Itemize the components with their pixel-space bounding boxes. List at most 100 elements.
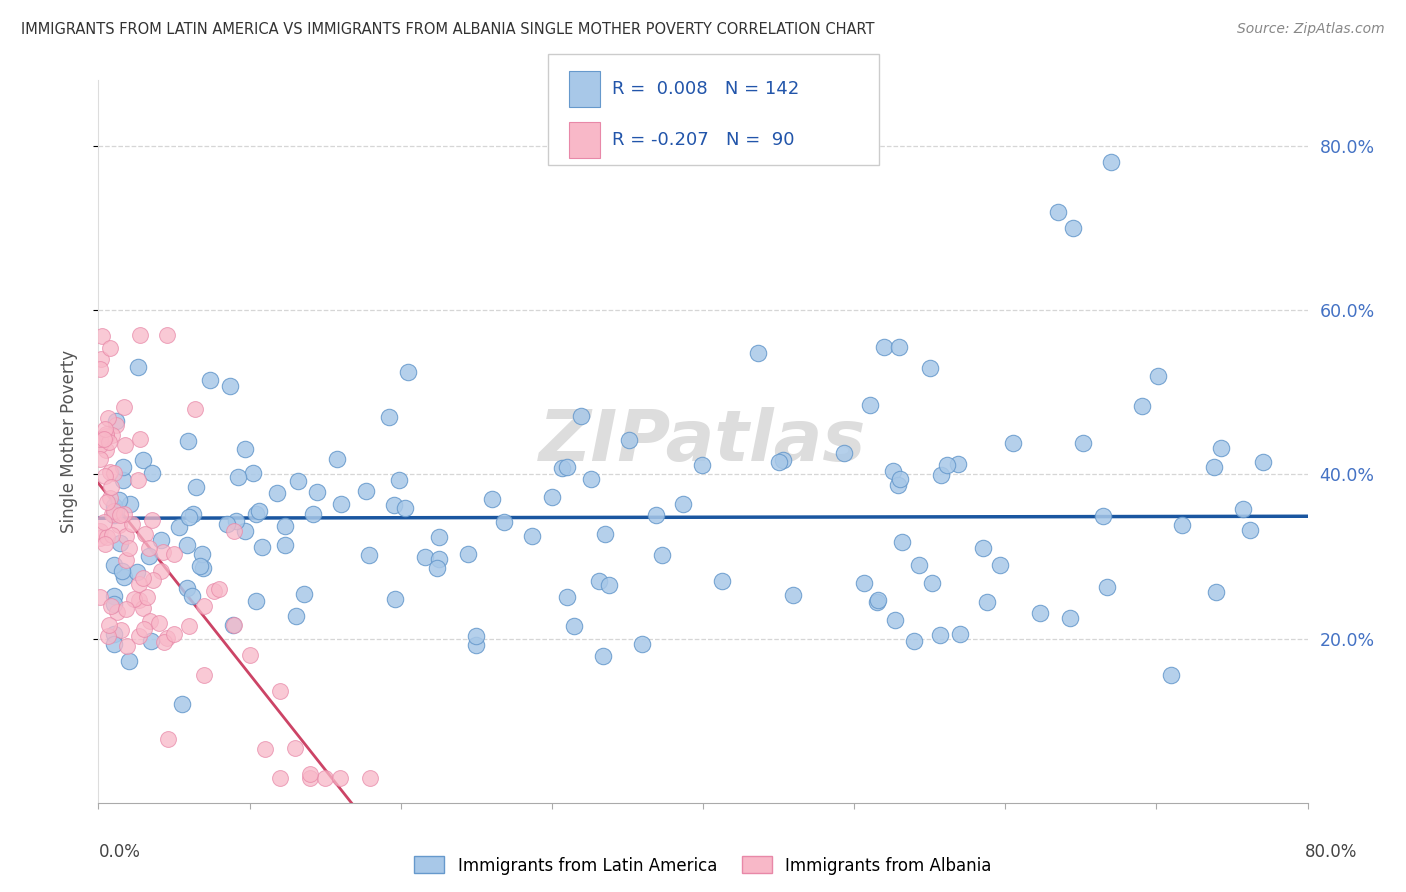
Point: [936, 458, 959, 473]
Point: [866, 593, 889, 607]
Point: [100, 480, 122, 494]
Point: [105, 504, 128, 518]
Point: [96, 530, 118, 544]
Point: [191, 547, 214, 561]
Point: [588, 574, 610, 588]
Point: [1239, 523, 1261, 537]
Point: [111, 565, 134, 579]
Point: [108, 536, 131, 550]
Point: [427, 530, 450, 544]
Point: [224, 524, 246, 539]
Point: [929, 467, 952, 482]
Point: [645, 508, 668, 522]
Point: [1047, 204, 1070, 219]
Point: [135, 590, 157, 604]
Point: [114, 438, 136, 452]
Point: [747, 346, 769, 360]
Point: [103, 558, 125, 572]
Point: [98, 435, 121, 450]
Point: [100, 599, 122, 613]
Point: [233, 442, 256, 456]
Point: [132, 452, 155, 467]
Point: [89, 362, 111, 376]
Point: [96, 429, 118, 443]
Point: [128, 577, 150, 591]
Point: [891, 534, 914, 549]
Point: [96, 494, 118, 508]
Point: [139, 633, 162, 648]
Point: [156, 631, 179, 645]
Point: [103, 504, 125, 518]
Point: [284, 740, 307, 755]
Point: [245, 594, 267, 608]
Point: [111, 474, 134, 488]
Point: [972, 541, 994, 555]
Point: [122, 591, 145, 606]
Point: [180, 589, 202, 603]
Point: [103, 467, 125, 481]
Point: [98, 491, 121, 506]
Point: [118, 541, 141, 555]
Point: [127, 565, 149, 579]
Point: [224, 618, 246, 632]
Point: [329, 497, 352, 511]
Point: [156, 327, 179, 342]
Point: [782, 589, 804, 603]
Point: [93, 516, 115, 530]
Point: [163, 627, 186, 641]
Point: [153, 635, 176, 649]
Point: [148, 615, 170, 630]
Point: [853, 576, 876, 591]
Point: [976, 595, 998, 609]
Point: [200, 373, 222, 387]
Point: [866, 594, 889, 608]
Point: [832, 446, 855, 460]
Point: [176, 538, 198, 552]
Point: [97, 411, 120, 425]
Point: [127, 473, 149, 487]
Point: [285, 609, 308, 624]
Point: [219, 379, 242, 393]
Point: [115, 601, 138, 615]
Point: [354, 483, 377, 498]
Point: [651, 548, 673, 562]
Point: [138, 541, 160, 556]
Point: [98, 341, 121, 355]
Point: [134, 527, 156, 541]
Point: [93, 469, 115, 483]
Point: [132, 571, 155, 585]
Point: [193, 599, 215, 613]
Point: [481, 491, 503, 506]
Text: Source: ZipAtlas.com: Source: ZipAtlas.com: [1237, 22, 1385, 37]
Point: [141, 467, 163, 481]
Point: [873, 340, 896, 354]
Point: [949, 626, 972, 640]
Point: [176, 581, 198, 595]
Point: [1028, 607, 1050, 621]
Text: R = -0.207   N =  90: R = -0.207 N = 90: [612, 131, 794, 149]
Point: [579, 472, 602, 486]
Point: [222, 618, 245, 632]
Point: [1130, 399, 1153, 413]
Point: [314, 771, 336, 785]
Point: [225, 514, 247, 528]
Point: [208, 582, 231, 597]
Point: [89, 432, 111, 446]
Point: [184, 480, 207, 494]
Point: [97, 629, 120, 643]
Point: [112, 401, 135, 415]
Point: [132, 600, 155, 615]
Point: [269, 684, 291, 698]
Point: [105, 418, 128, 433]
Point: [557, 459, 579, 474]
Point: [889, 340, 911, 354]
Point: [138, 614, 160, 628]
Point: [672, 497, 695, 511]
Text: 80.0%: 80.0%: [1305, 843, 1357, 861]
Point: [193, 668, 215, 682]
Point: [176, 434, 198, 449]
Point: [245, 507, 267, 521]
Point: [138, 549, 160, 564]
Point: [1232, 501, 1254, 516]
Point: [882, 464, 904, 478]
